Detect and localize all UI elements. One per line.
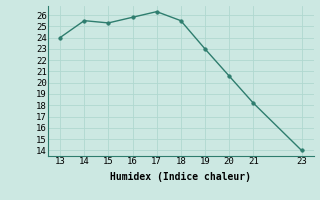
X-axis label: Humidex (Indice chaleur): Humidex (Indice chaleur) bbox=[110, 172, 251, 182]
